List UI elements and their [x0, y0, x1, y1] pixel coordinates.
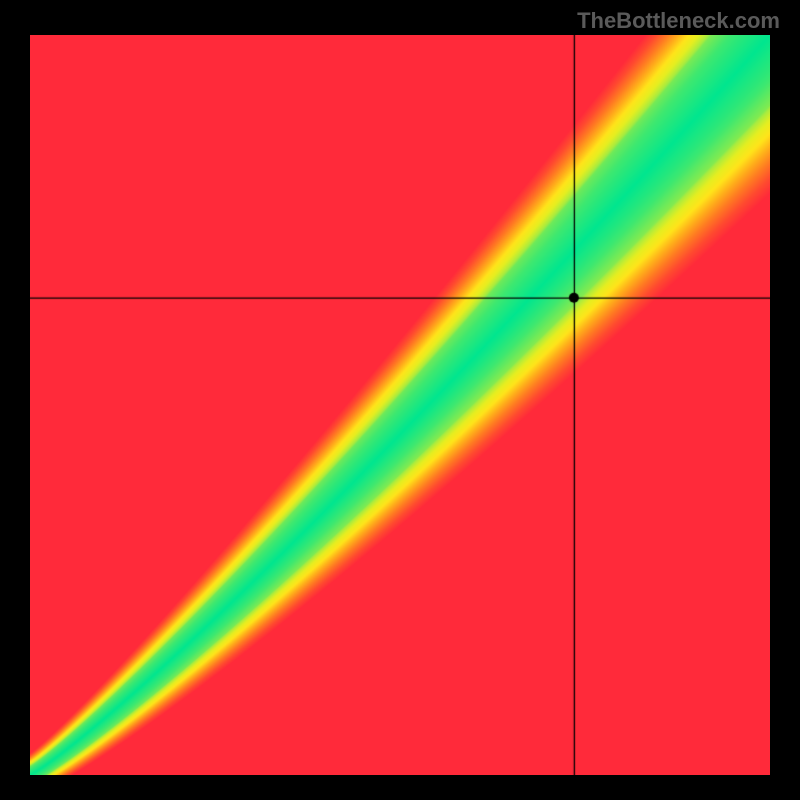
watermark-text: TheBottleneck.com	[577, 8, 780, 34]
heatmap-canvas	[30, 35, 770, 775]
bottleneck-heatmap	[30, 35, 770, 775]
